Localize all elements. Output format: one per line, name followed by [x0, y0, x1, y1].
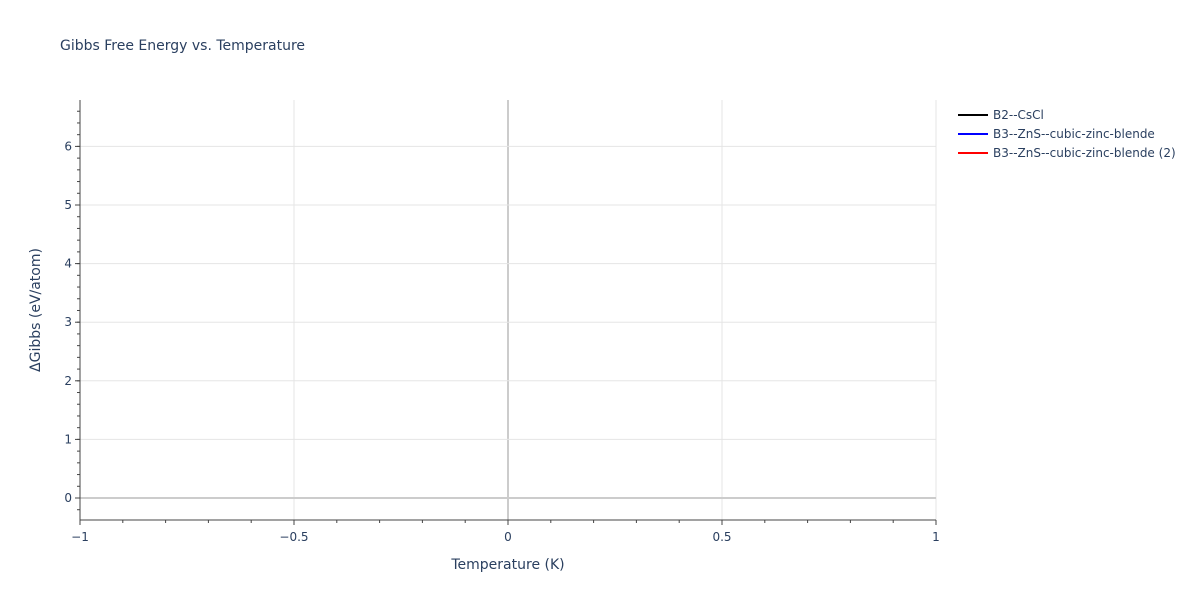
x-tick-label: 0.5: [712, 530, 731, 544]
legend-label: B3--ZnS--cubic-zinc-blende (2): [993, 146, 1176, 160]
legend: B2--CsCl B3--ZnS--cubic-zinc-blende B3--Zn…: [958, 108, 1176, 160]
y-tick-label: 3: [64, 315, 72, 329]
y-tick-label: 4: [64, 257, 72, 271]
y-tick-label: 5: [64, 198, 72, 212]
legend-label: B3--ZnS--cubic-zinc-blende: [993, 127, 1155, 141]
grid: [79, 100, 937, 520]
x-tick-label: 0: [504, 530, 512, 544]
chart-title: Gibbs Free Energy vs. Temperature: [60, 38, 305, 54]
x-tick-label: −1: [71, 530, 89, 544]
legend-label: B2--CsCl: [993, 108, 1044, 122]
y-tick-label: 0: [64, 491, 72, 505]
axes: −1 −0.5 0 0.5 1 0 1 2 3 4 5 6: [64, 100, 940, 544]
y-tick-label: 1: [64, 432, 72, 446]
y-tick-label: 6: [64, 139, 72, 153]
x-tick-label: 1: [932, 530, 940, 544]
x-axis-label: Temperature (K): [450, 557, 564, 573]
y-tick-label: 2: [64, 374, 72, 388]
x-tick-label: −0.5: [279, 530, 308, 544]
y-axis-label: ΔGibbs (eV/atom): [28, 248, 44, 372]
